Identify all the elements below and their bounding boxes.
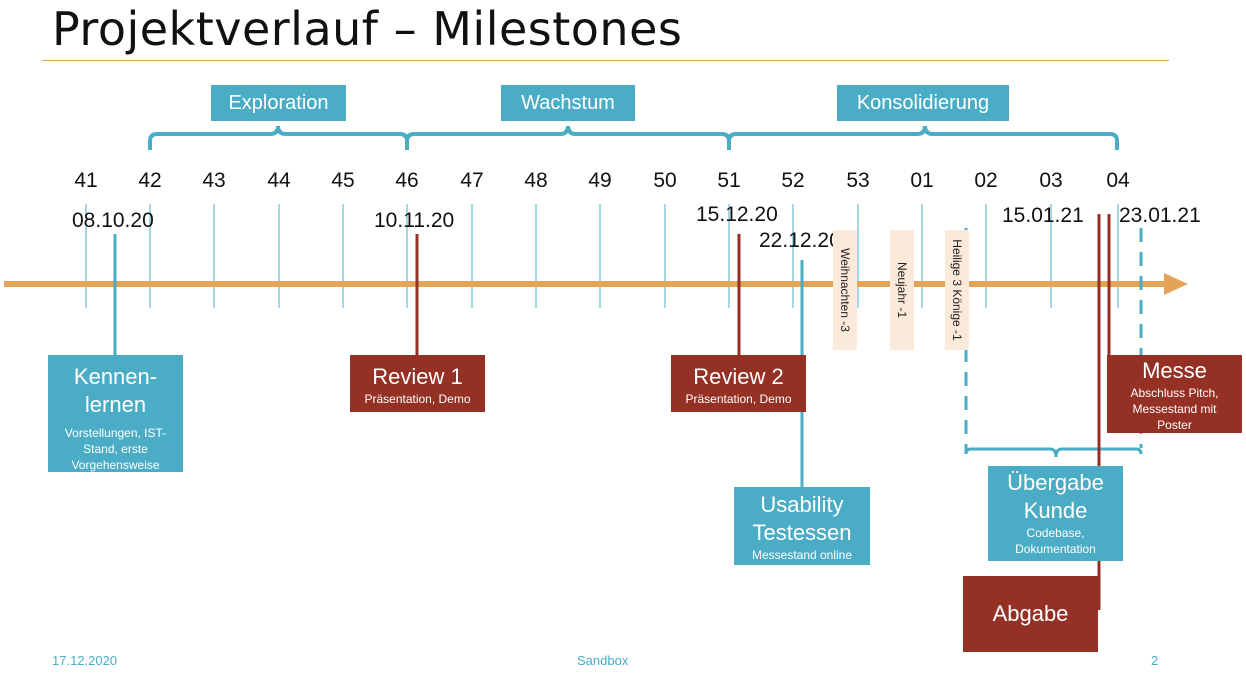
title-underline [42,60,1169,61]
milestone-subtitle: Präsentation, Demo [685,392,792,406]
holiday-neujahr: Neujahr -1 [890,230,914,350]
milestone-title: Review 1 [372,364,463,389]
footer-date: 17.12.2020 [52,653,118,668]
milestone-subtitle: Präsentation, Demo [364,392,471,406]
milestone-title: Abgabe [992,601,1069,626]
milestone-abgabe: Abgabe [963,576,1098,652]
week-label: 43 [202,169,226,192]
week-label: 47 [460,169,484,192]
week-label: 44 [267,169,291,192]
holiday-label: Neujahr -1 [895,261,909,319]
week-label: 48 [524,169,548,192]
phase-braces [148,125,1119,150]
holiday-label: Weihnachten -3 [838,248,852,332]
milestone-title: Messe [1142,358,1207,383]
week-label: 52 [781,169,805,192]
milestone-title: Usability Testessen [752,492,852,545]
week-label: 01 [910,169,934,192]
timeline-arrow [4,273,1188,295]
footer-center: Sandbox [577,653,629,668]
slide-title: Projektverlauf – Milestones [52,2,683,56]
brace-konsolidierung [727,125,1119,150]
brace-wachstum [405,125,731,150]
brace-exploration [148,125,409,150]
date-abgabe: 15.01.21 [1002,204,1084,227]
phase-konsolidierung: Konsolidierung [837,85,1009,121]
milestone-subtitle: Vorstellungen, IST-Stand, erste Vorgehen… [64,426,167,472]
week-label: 41 [74,169,98,192]
milestone-title: Review 2 [693,364,784,389]
footer-page-number: 2 [1151,653,1159,668]
week-label: 49 [588,169,612,192]
milestone-subtitle: Abschluss Pitch, Messestand mit Poster [1130,386,1219,432]
week-label: 51 [717,169,741,192]
date-review1: 10.11.20 [374,209,455,232]
date-usability: 22.12.20 [759,229,841,252]
week-label: 03 [1039,169,1063,192]
date-messe: 23.01.21 [1119,204,1201,227]
week-label: 50 [653,169,677,192]
milestone-uebergabe: Übergabe Kunde Codebase, Dokumentation [988,466,1123,561]
milestone-usability: Usability Testessen Messestand online [734,487,870,565]
week-label: 46 [395,169,419,192]
milestone-review2: Review 2 Präsentation, Demo [671,355,806,412]
holiday-weihnachten: Weihnachten -3 [833,230,857,350]
milestone-subtitle: Codebase, Dokumentation [1015,526,1096,556]
milestone-kennenlernen: Kennen-lernen Vorstellungen, IST-Stand, … [48,355,183,472]
week-label: 42 [138,169,162,192]
holiday-heilige-3-koenige: Heilige 3 Könige -1 [945,230,969,350]
phase-exploration: Exploration [211,85,346,121]
date-review2: 15.12.20 [696,203,778,226]
milestone-subtitle: Messestand online [751,548,853,562]
week-label: 04 [1106,169,1130,192]
milestone-review1: Review 1 Präsentation, Demo [350,355,485,412]
week-label: 45 [331,169,355,192]
week-label: 02 [974,169,998,192]
milestone-messe: Messe Abschluss Pitch, Messestand mit Po… [1107,355,1242,433]
holiday-label: Heilige 3 Könige -1 [950,239,964,341]
milestone-title: Übergabe Kunde [1007,470,1104,523]
phase-wachstum: Wachstum [501,85,635,121]
date-kennenlernen: 08.10.20 [72,209,154,232]
week-gridlines [85,204,1119,308]
milestone-title: Kennen-lernen [73,364,158,417]
week-label: 53 [846,169,870,192]
